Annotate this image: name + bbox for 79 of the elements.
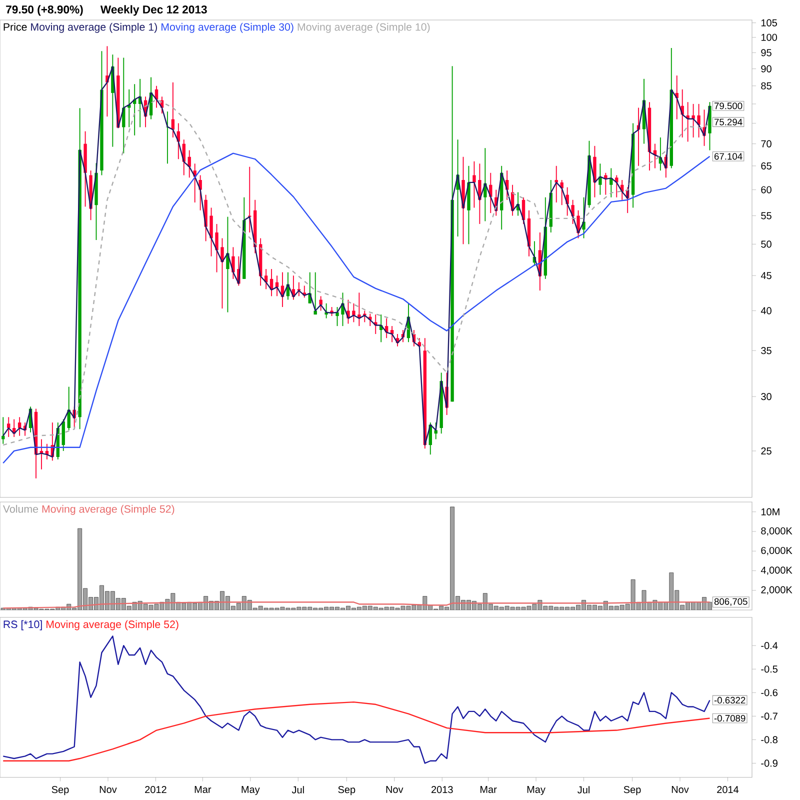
y-tick-label: 55 (761, 212, 772, 220)
x-tick-label: Mar (480, 786, 497, 794)
candlestick (220, 238, 224, 309)
y-tick-label: 6,000K (761, 546, 792, 556)
y-tick-label: -0.4 (761, 642, 778, 650)
y-tick-label: -0.7 (761, 712, 778, 720)
candlestick (697, 103, 700, 138)
annotation: 79.500 (714, 102, 742, 110)
candlestick (478, 163, 482, 224)
annotation: -0.7089 (714, 714, 746, 722)
y-tick-label: 60 (761, 186, 772, 194)
text: Moving average (Simple 30) (162, 22, 294, 33)
x-tick-label: 2013 (432, 786, 453, 794)
annotation: -0.6322 (714, 696, 746, 704)
y-tick-label: 95 (761, 49, 772, 56)
annotation: 806,705 (714, 598, 748, 606)
chart-title: 79.50 (+8.90%) (6, 5, 83, 16)
y-tick-label: 10M (761, 508, 780, 516)
y-tick-label: 50 (761, 240, 772, 248)
annotation: 67.104 (714, 153, 742, 160)
y-tick-label: 35 (761, 347, 772, 354)
candlestick (352, 302, 356, 323)
candlestick (215, 223, 218, 273)
line-series (2, 152, 710, 464)
y-tick-label: 2,000K (761, 586, 792, 594)
candlestick (62, 418, 65, 452)
text: Moving average (Simple 52) (46, 620, 178, 630)
candlestick (336, 306, 339, 327)
candlestick (472, 160, 476, 208)
chart-subtitle: Weekly Dec 12 2013 (100, 5, 207, 16)
y-tick-label: 40 (760, 307, 772, 314)
y-tick-label: -0.5 (761, 666, 778, 673)
y-tick-label: -0.6 (761, 689, 778, 696)
x-tick-label: Nov (672, 786, 689, 794)
y-tick-label: 30 (761, 393, 772, 400)
x-tick-label: May (242, 786, 260, 796)
y-tick-label: 65 (761, 162, 772, 170)
candlestick (560, 180, 564, 206)
candlestick (319, 296, 322, 312)
candlestick (314, 272, 317, 315)
text: Moving average (Simple 10) (298, 22, 430, 33)
text: RS [*10] (4, 620, 42, 630)
annotation: 75.294 (714, 118, 742, 126)
candlestick (604, 172, 608, 196)
y-tick-label: -0.8 (761, 736, 778, 744)
text: Volume (2, 504, 38, 513)
y-tick-label: 4,000K (760, 566, 792, 575)
x-tick-label: Nov (100, 786, 117, 794)
text: Moving average (Simple 52) (42, 504, 174, 515)
x-tick-label: Sep (624, 786, 641, 796)
y-tick-label: 25 (761, 447, 772, 454)
x-tick-label: Nov (386, 786, 404, 794)
text: Moving average (Simple 1) (31, 22, 157, 33)
candlestick (248, 166, 252, 233)
x-tick-label: May (527, 786, 546, 796)
y-tick-label: 85 (761, 82, 772, 90)
y-tick-label: 90 (761, 65, 772, 72)
candlestick (18, 416, 22, 436)
y-tick-label: 105 (761, 19, 777, 26)
y-tick-label: 45 (760, 272, 772, 280)
x-tick-label: Mar (194, 786, 212, 794)
y-tick-label: -0.9 (761, 760, 778, 767)
x-tick-label: Jul (578, 786, 590, 794)
x-tick-label: Sep (338, 786, 356, 796)
legend-title: Price (4, 22, 27, 31)
candlestick (554, 165, 558, 203)
line-series (2, 701, 710, 762)
candlestick (210, 207, 213, 257)
y-tick-label: 100 (761, 34, 777, 41)
x-tick-label: Jul (292, 786, 304, 794)
x-tick-label: Sep (52, 786, 69, 796)
x-tick-label: 2012 (145, 786, 166, 794)
candlestick (7, 416, 10, 438)
y-tick-label: 8,000K (761, 527, 792, 536)
y-tick-label: 70 (761, 140, 772, 148)
candlestick (232, 246, 235, 280)
candlestick (598, 163, 602, 196)
x-tick-label: 2014 (717, 786, 739, 794)
candlestick (692, 103, 695, 138)
